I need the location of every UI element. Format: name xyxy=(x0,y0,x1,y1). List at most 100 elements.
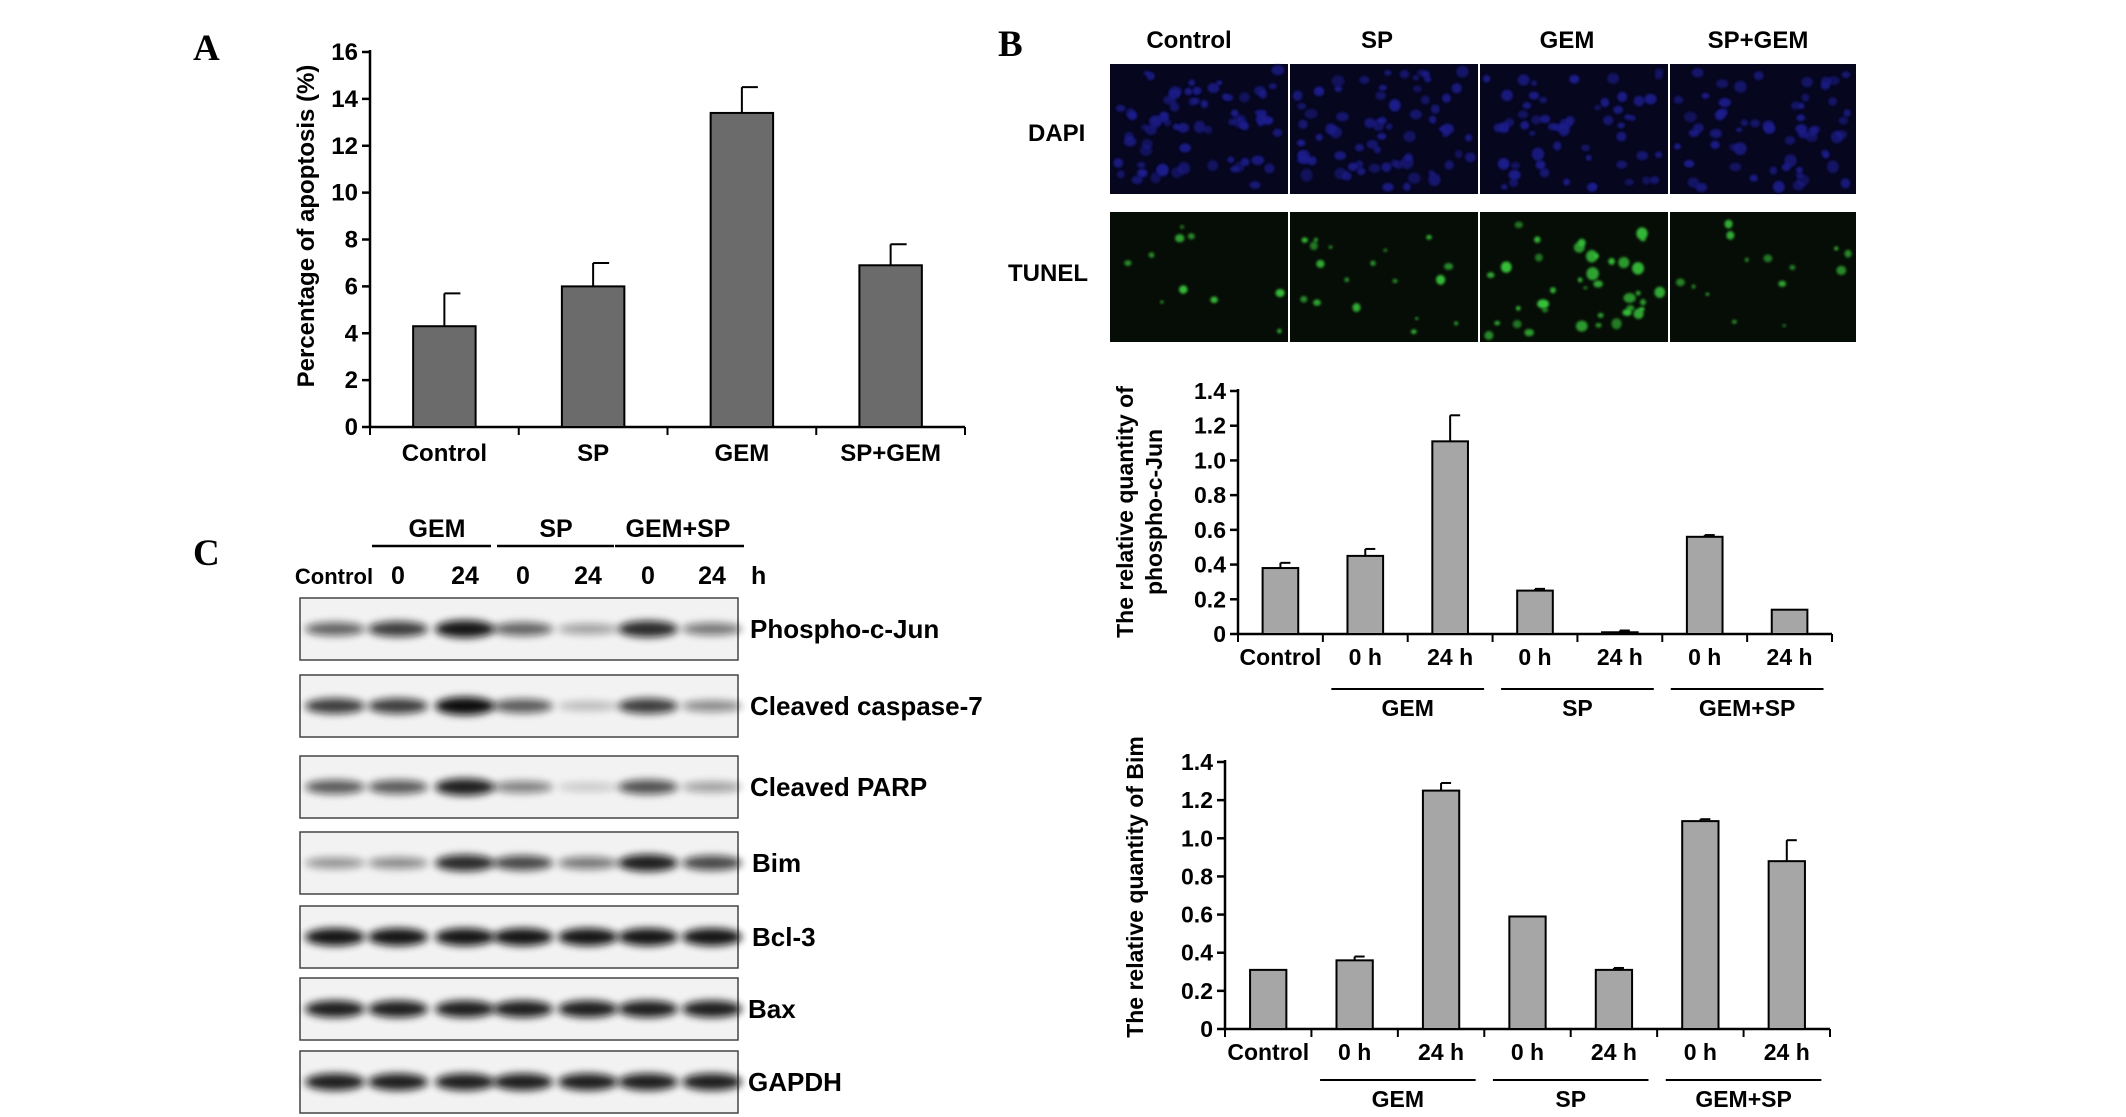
western-band-6-1 xyxy=(368,1073,428,1091)
micro-cell-dot xyxy=(1514,221,1524,229)
chart-c-bar-5 xyxy=(1681,820,1720,1030)
micro-cell-dot xyxy=(1484,331,1494,340)
micro-cell-dot xyxy=(1613,105,1623,114)
micro-cell-dot xyxy=(1581,144,1591,152)
micro-cell-dot xyxy=(1255,113,1267,125)
chart-b-group-label-2: GEM+SP xyxy=(1699,695,1796,721)
micro-cell-dot xyxy=(1409,109,1422,120)
micro-cell-dot xyxy=(1563,178,1570,186)
micro-cell-dot xyxy=(1307,156,1317,166)
micro-cell-dot xyxy=(1539,115,1551,124)
micro-cell-dot xyxy=(1366,139,1379,149)
micro-cell-0-1 xyxy=(1290,64,1478,194)
chart-b-ytick-label-7: 1.4 xyxy=(1194,378,1226,404)
micro-cell-dot xyxy=(1292,90,1303,101)
micro-cell-dot xyxy=(1359,75,1370,84)
micro-cell-dot xyxy=(1796,166,1803,174)
micro-cell-dot xyxy=(1378,84,1387,91)
micro-cell-dot xyxy=(1763,254,1773,263)
micro-cell-dot xyxy=(1590,183,1598,190)
micro-cell-dot xyxy=(1820,76,1832,88)
micro-cell-dot xyxy=(1537,299,1550,309)
micro-cell-dot xyxy=(1826,160,1839,174)
chart-c-group-label-1: SP xyxy=(1555,1086,1586,1112)
micro-cell-dot xyxy=(1753,71,1764,81)
micro-cell-dot xyxy=(1430,104,1440,114)
chart-c-ytick-label-2: 0.4 xyxy=(1181,940,1213,966)
micro-cell-dot xyxy=(1249,181,1261,189)
micro-cell-dot xyxy=(1207,160,1219,171)
chart-b-group-label-1: SP xyxy=(1562,695,1593,721)
micro-cell-dot xyxy=(1377,132,1387,140)
micro-cell-dot xyxy=(1313,86,1325,97)
micro-cell-dot xyxy=(1240,121,1249,131)
micro-cell-dot xyxy=(1701,92,1710,99)
micro-cell-dot xyxy=(1334,86,1342,92)
micro-cell-dot xyxy=(1150,172,1161,184)
western-band-5-2 xyxy=(435,1000,495,1018)
micro-cell-1-0 xyxy=(1110,212,1288,342)
western-band-3-1 xyxy=(368,857,428,869)
chart-c-group-label-0: GEM xyxy=(1372,1086,1424,1112)
micro-cell-dot xyxy=(1313,237,1318,243)
micro-cell-dot xyxy=(1547,122,1559,131)
western-row-4 xyxy=(299,905,742,969)
micro-cell-dot xyxy=(1216,80,1223,86)
micro-cell-dot xyxy=(1607,73,1620,84)
micro-cell-dot xyxy=(1674,143,1681,150)
bim-bar-chart: The relative quantity of Bim 0 0.2 0.4 0.6 0… xyxy=(1122,736,1831,1112)
micro-cell-0-0 xyxy=(1110,64,1288,194)
micro-cell-dot xyxy=(1501,183,1508,190)
western-unit-label: h xyxy=(751,562,766,590)
micro-cell-dot xyxy=(1428,115,1437,124)
micro-cell-dot xyxy=(1534,253,1543,262)
micro-cell-dot xyxy=(1117,170,1125,179)
micro-cell-dot xyxy=(1300,296,1308,303)
micro-cell-dot xyxy=(1573,242,1585,253)
micro-cell-dot xyxy=(1239,92,1250,103)
micro-cell-dot xyxy=(1136,161,1146,169)
micro-cell-dot xyxy=(1428,169,1435,176)
micro-cell-bg-1-1 xyxy=(1290,212,1478,342)
micro-cell-dot xyxy=(1644,93,1657,105)
western-lane-label-6: 24 xyxy=(698,562,726,590)
micro-cell-dot xyxy=(1416,69,1427,77)
chart-a-ytick-label-5: 10 xyxy=(331,180,358,207)
chart-b-bar-1 xyxy=(1346,554,1385,636)
micro-cell-dot xyxy=(1597,312,1604,318)
western-band-3-5 xyxy=(618,854,678,872)
micro-cell-dot xyxy=(1384,70,1392,76)
western-blot-panel: GEM SP GEM+SP h Control 0 24 0 24 0 24 Phospho-… xyxy=(295,515,983,1114)
micro-cell-dot xyxy=(1558,123,1570,136)
micro-cell-dot xyxy=(1510,161,1521,169)
micro-cell-dot xyxy=(1275,288,1285,298)
chart-b-xlabel-0: Control xyxy=(1240,644,1322,670)
micro-cell-dot xyxy=(1141,138,1153,149)
micro-cell-dot xyxy=(1691,68,1704,78)
apoptosis-bar-chart: Percentage of apoptosis (%) 0 2 4 6 8 10 12 14 1… xyxy=(293,39,966,467)
chart-a-xlabel-1: SP xyxy=(577,440,609,467)
chart-b-xlabel-1: 0 h xyxy=(1349,644,1382,670)
micro-cell-dot xyxy=(1187,233,1195,240)
micro-cell-dot xyxy=(1844,249,1852,258)
micro-cell-dot xyxy=(1693,123,1704,133)
micro-cell-dot xyxy=(1465,134,1472,142)
micro-cell-dot xyxy=(1334,167,1347,180)
chart-a-xlabel-2: GEM xyxy=(715,440,770,467)
micro-cell-dot xyxy=(1618,257,1630,269)
micro-cell-dot xyxy=(1383,248,1388,252)
chart-c-bar-0 xyxy=(1249,968,1288,1031)
western-band-3-0 xyxy=(305,857,365,869)
chart-c-xlabel-2: 24 h xyxy=(1418,1039,1464,1065)
micro-cell-dot xyxy=(1377,117,1387,124)
micro-cell-dot xyxy=(1297,102,1307,110)
western-row-2 xyxy=(299,755,742,819)
micro-cell-dot xyxy=(1782,324,1786,327)
micro-cell-dot xyxy=(1381,162,1392,173)
chart-b-xlabel-2: 24 h xyxy=(1427,644,1473,670)
western-band-3-4 xyxy=(558,856,618,870)
micro-cell-dot xyxy=(1277,328,1282,334)
micro-cell-dot xyxy=(1716,79,1729,88)
micro-cell-dot xyxy=(1444,160,1454,170)
